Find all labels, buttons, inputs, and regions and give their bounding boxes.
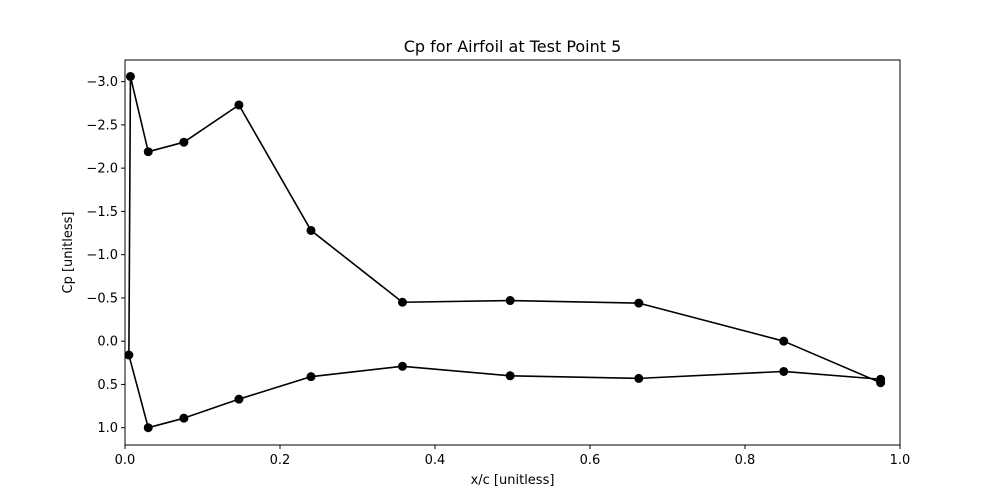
- data-point: [179, 137, 189, 147]
- y-axis: 1.0 0.5 0.0 −0.5 −1.0 −1.5 −2.0 −2.5 −3.0: [86, 75, 125, 436]
- data-point: [306, 372, 316, 382]
- y-tick-label: 0.5: [97, 378, 118, 393]
- data-point: [125, 71, 135, 81]
- data-point: [306, 225, 316, 235]
- y-tick-label: −1.0: [86, 248, 118, 263]
- data-point: [876, 374, 886, 384]
- data-point: [234, 100, 244, 110]
- data-point: [505, 371, 515, 381]
- data-point: [397, 361, 407, 371]
- y-tick-label: −0.5: [86, 291, 118, 306]
- x-tick-label: 1.0: [890, 453, 911, 468]
- data-point: [234, 394, 244, 404]
- data-point: [779, 336, 789, 346]
- y-tick-label: 1.0: [97, 421, 118, 436]
- y-axis-label: Cp [unitless]: [61, 212, 76, 294]
- data-point: [179, 413, 189, 423]
- x-tick-label: 0.8: [735, 453, 756, 468]
- data-point: [634, 373, 644, 383]
- series-layer: [124, 71, 886, 433]
- y-tick-label: 0.0: [97, 335, 118, 350]
- plot-frame: [124, 59, 901, 446]
- data-point: [143, 423, 153, 433]
- y-tick-label: −3.0: [86, 75, 118, 90]
- chart-title: Cp for Airfoil at Test Point 5: [404, 37, 622, 56]
- data-point: [143, 147, 153, 157]
- data-point: [779, 366, 789, 376]
- y-tick-label: −1.5: [86, 205, 118, 220]
- x-tick-label: 0.0: [115, 453, 136, 468]
- data-point: [634, 298, 644, 308]
- y-tick-label: −2.5: [86, 118, 118, 133]
- x-tick-label: 0.4: [425, 453, 446, 468]
- x-tick-label: 0.2: [270, 453, 291, 468]
- data-point: [397, 297, 407, 307]
- x-axis: 0.0 0.2 0.4 0.6 0.8 1.0: [115, 445, 911, 468]
- data-point: [505, 296, 515, 306]
- y-tick-label: −2.0: [86, 162, 118, 177]
- data-point: [124, 350, 134, 360]
- x-axis-label: x/c [unitless]: [471, 473, 555, 488]
- x-tick-label: 0.6: [580, 453, 601, 468]
- series-line: [128, 75, 881, 429]
